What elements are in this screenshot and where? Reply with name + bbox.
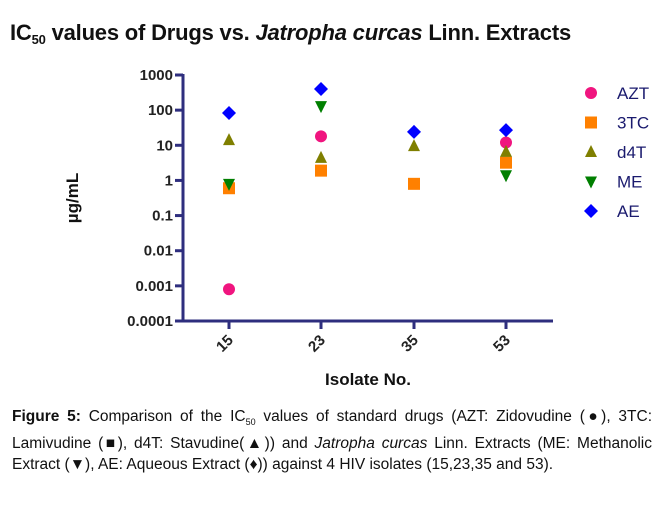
point-ae-35 xyxy=(407,124,421,139)
point-ae-53 xyxy=(499,123,513,138)
y-tick-label: 1000 xyxy=(140,67,173,84)
point-me-15 xyxy=(223,178,235,191)
y-tick-label: 0.01 xyxy=(144,243,173,260)
point-me-53 xyxy=(500,170,512,183)
point-d4t-15 xyxy=(223,133,235,146)
point-azt-23 xyxy=(315,130,327,143)
point-azt-53 xyxy=(500,136,512,149)
caption-text-2: values of standard drugs (AZT: Zidovudin… xyxy=(12,408,652,453)
legend-marker-ae xyxy=(584,204,598,218)
point-d4t-23 xyxy=(315,150,327,163)
legend-marker-me xyxy=(585,176,597,189)
title-mid: values of Drugs vs. xyxy=(45,20,256,45)
y-tick-label: 1 xyxy=(165,172,173,189)
x-axis-label: Isolate No. xyxy=(325,370,411,389)
axes xyxy=(181,74,553,323)
y-ticks: 1000 100 10 1 0.1 0.01 0.001 0.0001 xyxy=(127,67,183,330)
point-ae-23 xyxy=(314,81,328,96)
title-subscript: 50 xyxy=(31,32,46,47)
point-d4t-53 xyxy=(500,144,512,157)
x-tick-label: 23 xyxy=(305,332,329,356)
figure-caption: Figure 5: Comparison of the IC50 values … xyxy=(12,406,652,475)
y-tick-label: 100 xyxy=(148,102,173,119)
caption-italic: Jatropha curcas xyxy=(314,435,428,453)
y-tick-label: 0.0001 xyxy=(127,313,173,330)
caption-text-1: Comparison of the IC xyxy=(80,408,246,425)
x-tick-label: 35 xyxy=(398,332,422,356)
legend-label-3tc: 3TC xyxy=(617,114,649,133)
legend-label-azt: AZT xyxy=(617,84,649,103)
point-ae-15 xyxy=(222,105,236,120)
x-tick-label: 53 xyxy=(490,332,514,356)
point-azt-15 xyxy=(223,283,235,296)
caption-text-3: Linn. Extracts (ME: Methanolic Extract (… xyxy=(12,435,652,474)
legend-marker-d4t xyxy=(585,145,597,157)
caption-subscript: 50 xyxy=(245,417,256,428)
caption-label: Figure 5: xyxy=(12,408,81,425)
legend: AZT 3TC d4T ME AE xyxy=(584,84,649,221)
legend-label-d4t: d4T xyxy=(617,143,646,162)
title-suffix: Linn. Extracts xyxy=(422,20,572,45)
x-ticks: 15 23 35 53 xyxy=(213,321,514,356)
legend-label-ae: AE xyxy=(617,202,640,221)
point-3tc-23 xyxy=(315,164,327,177)
y-tick-label: 0.001 xyxy=(135,278,173,295)
point-d4t-35 xyxy=(408,139,420,152)
chart-plot: 1000 100 10 1 0.1 0.01 0.001 0.0001 15 23 35 53 AZ… xyxy=(63,67,649,389)
y-tick-label: 10 xyxy=(156,137,173,154)
title-italic: Jatropha curcas xyxy=(255,20,423,45)
x-tick-label: 15 xyxy=(213,332,237,356)
point-me-23 xyxy=(315,101,327,114)
point-3tc-35 xyxy=(408,177,420,190)
point-3tc-53 xyxy=(500,156,512,169)
legend-label-me: ME xyxy=(617,173,643,192)
y-tick-label: 0.1 xyxy=(152,208,173,225)
chart-title: IC50 values of Drugs vs. Jatropha curcas… xyxy=(10,20,571,47)
legend-marker-3tc xyxy=(585,116,597,129)
title-prefix: IC xyxy=(10,20,32,45)
y-axis-label: µg/mL xyxy=(63,173,82,223)
data-points xyxy=(222,81,513,296)
legend-marker-azt xyxy=(585,87,597,99)
